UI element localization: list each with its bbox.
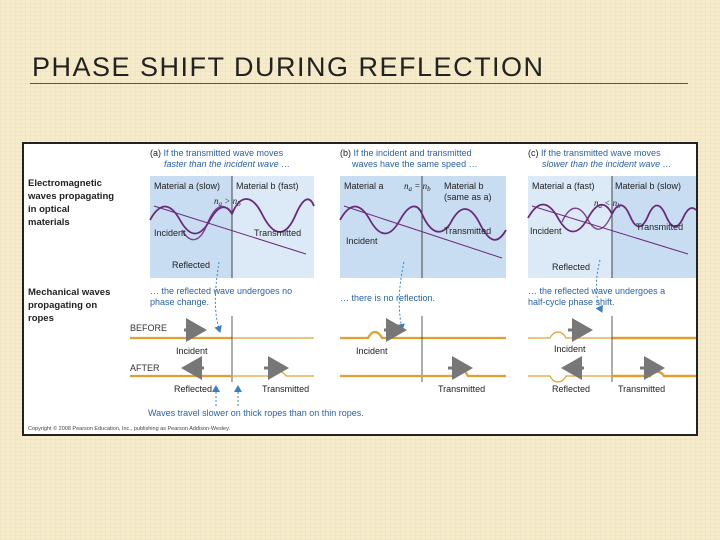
slide-title: PHASE SHIFT DURING REFLECTION (32, 52, 545, 82)
reflection-figure: Electromagnetic waves propagating in opt… (22, 142, 698, 436)
panel-a-transmitted-label: Transmitted (254, 228, 301, 238)
panel-a-reflected-wave (181, 205, 233, 241)
em-heading-line: Electromagnetic (28, 178, 102, 189)
em-heading-line: in optical (28, 204, 70, 215)
panel-c-rope-reflected: Reflected (552, 384, 590, 394)
panel-c-rope-thick-after (612, 370, 696, 378)
after-label: AFTER (130, 363, 160, 373)
panel-c-outcome-2: half-cycle phase shift. (528, 297, 615, 307)
panel-a-rope-transmitted: Transmitted (262, 384, 309, 394)
panel-a-caption-2: faster than the incident wave … (164, 159, 290, 169)
panel-b-incident-label: Incident (346, 236, 378, 246)
panel-b-rope-incident: Incident (356, 346, 388, 356)
panel-a-outcome-1: … the reflected wave undergoes no (150, 286, 292, 296)
panel-a-rope-incident: Incident (176, 346, 208, 356)
panel-a-material-a-region (150, 176, 232, 278)
panel-c-outcome-1: … the reflected wave undergoes a (528, 286, 665, 296)
mechanical-heading: Mechanical waves propagating on ropes (28, 287, 110, 324)
panel-b-material-a: Material a (344, 181, 384, 191)
panel-c-material-b: Material b (slow) (615, 181, 681, 191)
em-heading-line: materials (28, 217, 70, 228)
panel-c-transmitted-wave (611, 204, 696, 228)
panel-c-ray (531, 205, 689, 255)
panel-b-transmitted-label: Transmitted (444, 226, 491, 236)
panel-c-reflected-wave (561, 207, 613, 230)
panel-b-outcome: … there is no reflection. (340, 293, 435, 303)
panel-c-caption-2: slower than the incident wave … (542, 159, 672, 169)
panel-c-incident-wave (527, 203, 613, 233)
mech-heading-line: ropes (28, 313, 54, 324)
panel-b-rope-transmitted: Transmitted (438, 384, 485, 394)
mech-heading-line: Mechanical waves (28, 287, 110, 298)
panel-b-material-b: Material b (444, 181, 484, 191)
panel-c-material-b-region (612, 176, 696, 278)
panel-a-rope-reflected: Reflected (174, 384, 212, 394)
panel-c-rope-thin-before (528, 331, 612, 339)
panel-a: (a) If the transmitted wave moves faster… (130, 148, 315, 394)
panel-a-caption-1: (a) If the transmitted wave moves (150, 148, 284, 158)
panel-c-material-a-region (528, 176, 612, 278)
panel-b-rope-after (340, 368, 506, 378)
panel-c-transmitted-label: Transmitted (636, 222, 683, 232)
panel-a-incident-label: Incident (154, 228, 186, 238)
panel-b-caption-1: (b) If the incident and transmitted (340, 148, 472, 158)
panel-c: (c) If the transmitted wave moves slower… (527, 148, 696, 394)
panel-c-material-a: Material a (fast) (532, 181, 595, 191)
em-heading-line: waves propagating (27, 191, 114, 202)
panel-a-reflected-label: Reflected (172, 260, 210, 270)
panel-b: (b) If the incident and transmitted wave… (339, 148, 507, 394)
panel-c-rope-transmitted: Transmitted (618, 384, 665, 394)
before-label: BEFORE (130, 323, 167, 333)
panel-b-ray (343, 205, 503, 259)
bottom-note: Waves travel slower on thick ropes than … (148, 408, 364, 418)
mech-heading-line: propagating on (28, 300, 97, 311)
panel-c-reflected-label: Reflected (552, 262, 590, 272)
panel-a-transmitted-wave (231, 198, 315, 233)
em-heading: Electromagnetic waves propagating in opt… (27, 178, 114, 228)
panel-a-material-b-region (232, 176, 314, 278)
panel-b-wave (339, 205, 507, 241)
figure-canvas: Electromagnetic waves propagating in opt… (27, 148, 696, 432)
panel-b-rope-before (340, 330, 506, 340)
title-underline (30, 83, 688, 84)
panel-c-incident-label: Incident (530, 226, 562, 236)
copyright: Copyright © 2008 Pearson Education, Inc.… (28, 425, 230, 432)
panel-a-material-a: Material a (slow) (154, 181, 220, 191)
panel-b-material-b-region (422, 176, 506, 278)
panel-c-rope-incident: Incident (554, 344, 586, 354)
panel-a-ray (153, 205, 307, 255)
panel-a-material-b: Material b (fast) (236, 181, 299, 191)
panel-b-caption-2: waves have the same speed … (351, 159, 478, 169)
panel-c-caption-1: (c) If the transmitted wave moves (528, 148, 661, 158)
panel-b-material-b-note: (same as a) (444, 192, 492, 202)
panel-a-rope-thin-after (232, 370, 314, 377)
panel-c-rope-thin-after (528, 375, 612, 383)
panel-a-outcome-2: phase change. (150, 297, 209, 307)
